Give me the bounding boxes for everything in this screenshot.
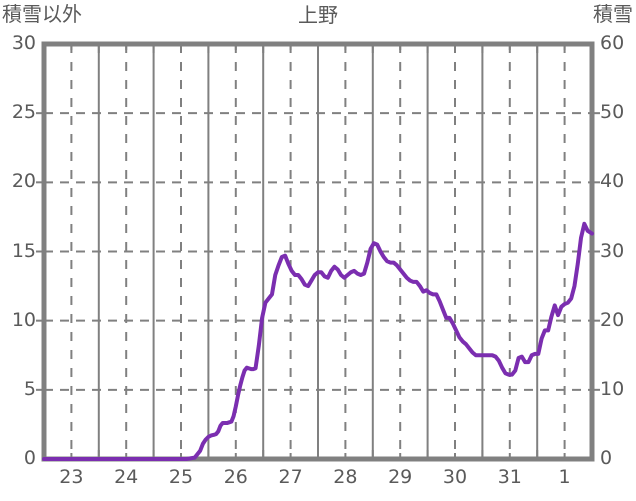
gridlines xyxy=(44,44,592,459)
x-axis-tick-label: 28 xyxy=(333,466,358,488)
left-axis-title: 積雪以外 xyxy=(2,2,82,26)
chart-title: 上野 xyxy=(298,3,338,27)
x-axis-tick-label: 30 xyxy=(442,466,468,488)
right-axis-tick-label: 30 xyxy=(600,239,625,262)
right-axis-tick-label: 40 xyxy=(600,170,625,193)
left-axis-tick-label: 20 xyxy=(11,170,36,193)
x-axis-tick-label: 31 xyxy=(497,466,522,488)
left-axis-tick-label: 0 xyxy=(23,447,36,469)
x-axis-tick-label: 1 xyxy=(558,466,571,488)
data-series xyxy=(42,221,594,461)
left-axis-tick-label: 10 xyxy=(11,308,36,331)
right-axis-tick-label: 50 xyxy=(600,101,625,124)
x-axis-tick-label: 29 xyxy=(388,466,413,488)
right-axis-tick-label: 10 xyxy=(600,377,625,400)
right-axis-tick-label: 20 xyxy=(600,308,625,331)
right-axis-title: 積雪 xyxy=(593,2,633,26)
x-axis-tick-label: 25 xyxy=(168,466,194,488)
right-axis-tick-label: 60 xyxy=(600,32,625,54)
right-axis-tick-label: 0 xyxy=(600,447,613,469)
left-axis-tick-label: 5 xyxy=(23,377,36,400)
left-axis-tick-label: 30 xyxy=(11,32,36,54)
x-axis-tick-label: 23 xyxy=(59,466,84,488)
x-axis-tick-label: 24 xyxy=(114,466,139,488)
left-axis-tick-label: 25 xyxy=(11,101,36,124)
axis-ticks xyxy=(36,44,600,459)
x-axis-tick-label: 26 xyxy=(223,466,248,488)
x-axis-tick-label: 27 xyxy=(278,466,303,488)
left-axis-tick-label: 15 xyxy=(11,239,36,262)
